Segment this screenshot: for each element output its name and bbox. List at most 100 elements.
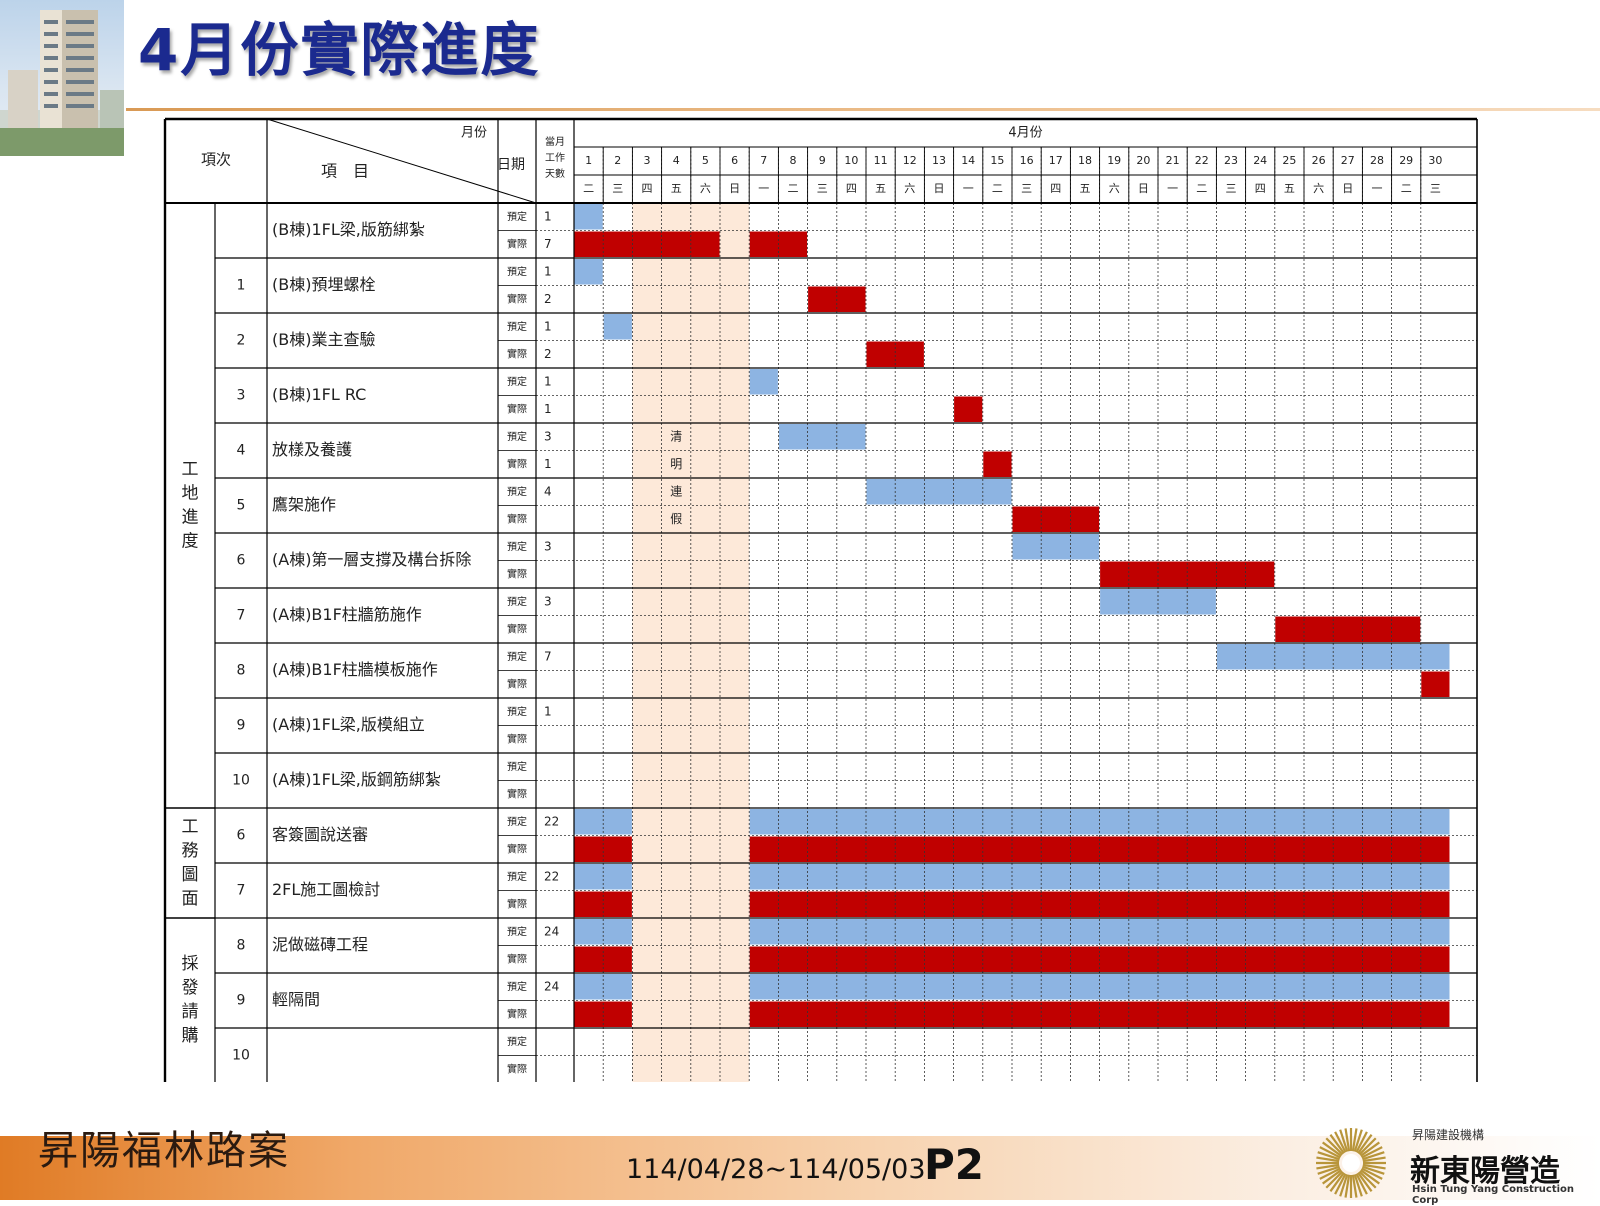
sun-ray	[1316, 1163, 1340, 1170]
day-number: 1	[585, 154, 592, 167]
sun-ray	[1316, 1156, 1340, 1163]
task-name: (A棟)第一層支撐及構台拆除	[272, 550, 471, 569]
day-number: 5	[702, 154, 709, 167]
weekday: 二	[992, 182, 1003, 195]
page-title: 4月份實際進度	[138, 16, 541, 84]
group-label-char: 採	[182, 954, 199, 974]
actual-label: 實際	[507, 402, 527, 415]
holiday-label-char: 假	[670, 512, 682, 526]
page-number: P2	[924, 1140, 985, 1189]
plan-label: 預定	[507, 980, 527, 993]
sun-ray	[1362, 1165, 1385, 1175]
day-number: 4	[673, 154, 680, 167]
task-number: 8	[237, 663, 246, 679]
sun-ray	[1362, 1151, 1385, 1161]
sun-ray	[1322, 1169, 1342, 1185]
task-name: 2FL施工圖檢討	[272, 880, 380, 899]
sun-ray	[1353, 1129, 1363, 1152]
plan-bar-task-7-day-16-18	[1012, 534, 1100, 560]
sun-ray	[1329, 1134, 1345, 1154]
company-name: 新東陽營造	[1410, 1154, 1560, 1189]
holiday-label-char: 連	[670, 484, 682, 498]
plan-days: 1	[544, 209, 552, 223]
weekday: 日	[934, 182, 945, 195]
day-number: 26	[1312, 154, 1326, 167]
header-days-label: 當月	[545, 135, 565, 148]
task-name: 放樣及養護	[272, 440, 352, 459]
actual-bar-task-15-day-1-2	[574, 1001, 632, 1027]
day-number: 13	[932, 154, 946, 167]
task-name: (B棟)預埋螺栓	[272, 275, 375, 294]
plan-label: 預定	[507, 430, 527, 443]
plan-label: 預定	[507, 925, 527, 938]
day-number: 11	[874, 154, 888, 167]
plan-label: 預定	[507, 705, 527, 718]
header-days-label: 天數	[545, 167, 565, 180]
sun-ray	[1319, 1146, 1341, 1159]
plan-label: 預定	[507, 1035, 527, 1048]
actual-bar-task-6-day-16-18	[1012, 506, 1100, 532]
task-number: 9	[237, 718, 246, 734]
actual-label: 實際	[507, 237, 527, 250]
actual-days: 1	[544, 402, 552, 416]
day-number: 16	[1020, 154, 1034, 167]
header-month-name: 4月份	[1008, 126, 1042, 141]
task-number: 5	[237, 498, 246, 514]
plan-label: 預定	[507, 485, 527, 498]
weekday: 五	[1284, 182, 1295, 195]
day-number: 6	[731, 154, 738, 167]
sun-ray	[1351, 1174, 1358, 1198]
task-name: (A棟)B1F柱牆模板施作	[272, 660, 438, 679]
task-number: 7	[237, 608, 246, 624]
plan-label: 預定	[507, 870, 527, 883]
header-no: 項次	[201, 151, 231, 169]
plan-days: 24	[544, 924, 559, 938]
group-label-char: 面	[182, 889, 199, 909]
weekday: 四	[1050, 182, 1061, 195]
task-name: 客簽圖說送審	[272, 825, 368, 844]
sun-ray	[1357, 1134, 1373, 1154]
task-number: 3	[237, 388, 246, 404]
day-number: 8	[790, 154, 797, 167]
actual-label: 實際	[507, 1062, 527, 1075]
day-number: 7	[760, 154, 767, 167]
day-number: 14	[961, 154, 975, 167]
weekday: 六	[1313, 182, 1324, 195]
plan-label: 預定	[507, 265, 527, 278]
weekday: 日	[729, 182, 740, 195]
task-number: 4	[237, 443, 246, 459]
sun-ray	[1334, 1173, 1347, 1195]
task-name: (B棟)1FL梁,版筋綁紮	[272, 220, 425, 239]
sun-ray	[1325, 1170, 1344, 1189]
plan-label: 預定	[507, 375, 527, 388]
weekday: 一	[758, 182, 769, 195]
sun-ray	[1362, 1156, 1386, 1163]
plan-label: 預定	[507, 540, 527, 553]
weekday: 日	[1342, 182, 1353, 195]
weekday: 日	[1138, 182, 1149, 195]
sun-ray	[1358, 1137, 1377, 1156]
day-number: 21	[1166, 154, 1180, 167]
task-number: 10	[232, 773, 250, 789]
actual-label: 實際	[507, 732, 527, 745]
actual-label: 實際	[507, 292, 527, 305]
task-number: 6	[237, 828, 246, 844]
task-number: 1	[237, 278, 246, 294]
weekday: 三	[612, 182, 623, 195]
day-number: 17	[1049, 154, 1063, 167]
day-number: 12	[903, 154, 917, 167]
day-number: 24	[1253, 154, 1267, 167]
actual-bar-task-7-day-19-24	[1100, 561, 1275, 587]
day-number: 9	[819, 154, 826, 167]
plan-bar-task-4-day-7-7	[749, 369, 778, 395]
task-number: 10	[232, 1048, 250, 1064]
sun-ray	[1351, 1128, 1358, 1152]
actual-bar-task-1-day-1-5	[574, 231, 720, 257]
holiday-label-char: 清	[670, 429, 682, 443]
plan-label: 預定	[507, 760, 527, 773]
task-number: 8	[237, 938, 246, 954]
actual-label: 實際	[507, 842, 527, 855]
task-name: (A棟)1FL梁,版模組立	[272, 715, 425, 734]
weekday: 一	[1167, 182, 1178, 195]
